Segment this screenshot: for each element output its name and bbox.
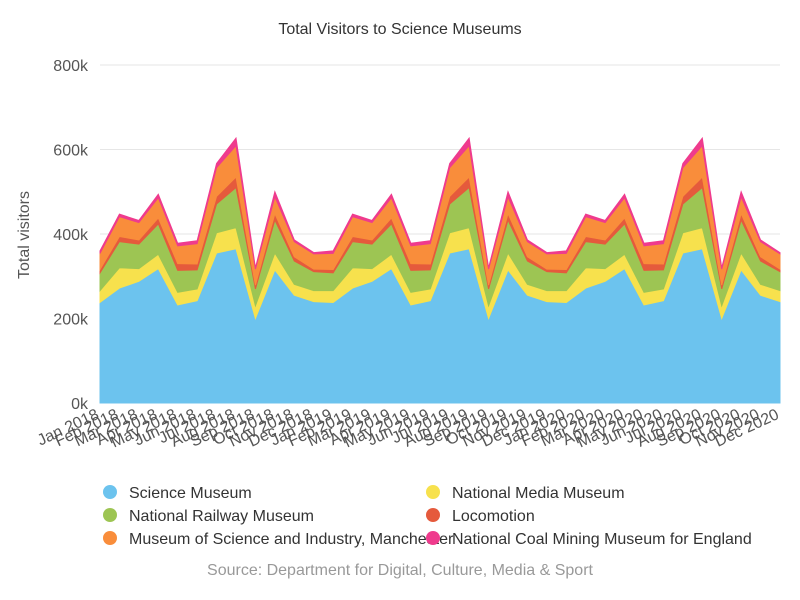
legend-item-national-coal-mining-museum-for-england[interactable]: National Coal Mining Museum for England: [426, 531, 752, 548]
legend: Science Museum National Media Museum Natio…: [103, 485, 752, 548]
y-tick-label: 800k: [53, 58, 89, 75]
legend-label: Museum of Science and Industry, Manchest…: [129, 531, 454, 548]
y-axis-title: Total visitors: [16, 191, 33, 279]
source-note: Source: Department for Digital, Culture,…: [207, 562, 594, 579]
y-tick-label: 200k: [53, 312, 89, 329]
y-tick-label: 0k: [71, 396, 89, 413]
legend-label: National Railway Museum: [129, 508, 314, 525]
legend-label: National Media Museum: [452, 485, 625, 502]
legend-item-national-railway-museum[interactable]: National Railway Museum: [103, 508, 314, 525]
chart-title: Total Visitors to Science Museums: [278, 21, 521, 38]
legend-label: Science Museum: [129, 485, 252, 502]
legend-swatch: [103, 485, 117, 499]
legend-swatch: [426, 508, 440, 522]
y-axis-ticks: 0k 200k 400k 600k 800k: [53, 58, 89, 413]
legend-label: National Coal Mining Museum for England: [452, 531, 752, 548]
legend-swatch: [103, 531, 117, 545]
y-tick-label: 400k: [53, 227, 89, 244]
legend-swatch: [426, 485, 440, 499]
y-tick-label: 600k: [53, 143, 89, 160]
legend-item-national-media-museum[interactable]: National Media Museum: [426, 485, 625, 502]
legend-item-locomotion[interactable]: Locomotion: [426, 508, 535, 525]
legend-swatch: [426, 531, 440, 545]
legend-item-science-museum[interactable]: Science Museum: [103, 485, 252, 502]
legend-swatch: [103, 508, 117, 522]
area-national-coal-mining-museum-for-england[interactable]: [99, 136, 781, 270]
legend-label: Locomotion: [452, 508, 535, 525]
series-areas: [99, 136, 781, 404]
legend-item-museum-of-science-and-industry-manchester[interactable]: Museum of Science and Industry, Manchest…: [103, 531, 454, 548]
